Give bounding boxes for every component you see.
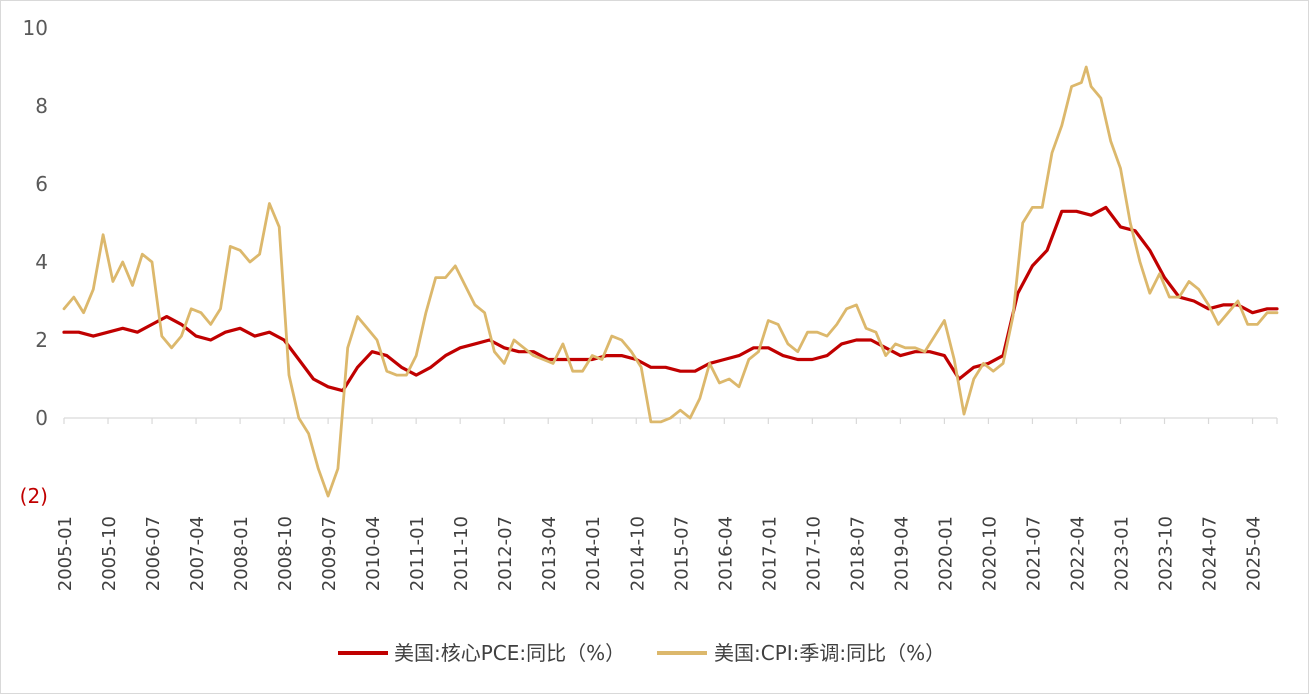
x-tick-label: 2005-01: [55, 516, 76, 591]
x-tick-label: 2014-01: [583, 516, 604, 591]
x-tick-label: 2022-04: [1067, 516, 1088, 591]
legend-item-cpi[interactable]: 美国:CPI:季调:同比（%）: [657, 641, 945, 665]
y-tick-label: 2: [35, 328, 48, 352]
x-tick-label: 2011-10: [451, 516, 472, 591]
y-tick-label: (2): [20, 484, 48, 508]
y-tick-label: 6: [35, 172, 48, 196]
x-tick-label: 2016-04: [715, 516, 736, 591]
x-tick-label: 2008-01: [231, 516, 252, 591]
legend-label-cpi: 美国:CPI:季调:同比（%）: [714, 641, 945, 665]
legend-item-core-pce[interactable]: 美国:核心PCE:同比（%）: [338, 641, 625, 665]
x-tick-label: 2023-10: [1156, 516, 1177, 591]
y-tick-label: 8: [35, 94, 48, 118]
y-tick-label: 4: [35, 250, 48, 274]
series-line-core-pce: [62, 205, 1279, 393]
x-tick-label: 2010-04: [363, 516, 384, 591]
x-tick-label: 2023-01: [1111, 516, 1132, 591]
y-tick-label: 10: [23, 16, 48, 40]
x-tick-label: 2021-07: [1023, 516, 1044, 591]
legend: 美国:核心PCE:同比（%） 美国:CPI:季调:同比（%）: [338, 641, 945, 665]
x-tick-label: 2015-07: [671, 516, 692, 591]
x-tick-label: 2020-10: [979, 516, 1000, 591]
x-tick-label: 2006-07: [143, 516, 164, 591]
x-tick-label: 2025-04: [1244, 516, 1265, 591]
x-tick-label: 2020-01: [935, 516, 956, 591]
x-tick-label: 2013-04: [539, 516, 560, 591]
legend-label-core-pce: 美国:核心PCE:同比（%）: [394, 641, 625, 665]
x-tick-label: 2018-07: [847, 516, 868, 591]
x-tick-label: 2014-10: [627, 516, 648, 591]
y-tick-label: 0: [35, 406, 48, 430]
series-line-cpi: [62, 65, 1279, 498]
x-tick-label: 2017-10: [803, 516, 824, 591]
x-tick-label: 2005-10: [99, 516, 120, 591]
x-tick-label: 2008-10: [275, 516, 296, 591]
x-tick-label: 2011-01: [407, 516, 428, 591]
y-axis: (2) 0 2 4 6 8 10: [20, 16, 48, 508]
x-tick-label: 2012-07: [495, 516, 516, 591]
x-tick-label: 2007-04: [187, 516, 208, 591]
x-tick-label: 2019-04: [891, 516, 912, 591]
series-layer: [62, 65, 1279, 498]
x-tick-label: 2009-07: [319, 516, 340, 591]
x-axis: 2005-01 2005-10 2006-07 2007-04 2008-01 2008-…: [55, 417, 1278, 591]
x-tick-label: 2017-01: [759, 516, 780, 591]
x-tick-label: 2024-07: [1200, 516, 1221, 591]
